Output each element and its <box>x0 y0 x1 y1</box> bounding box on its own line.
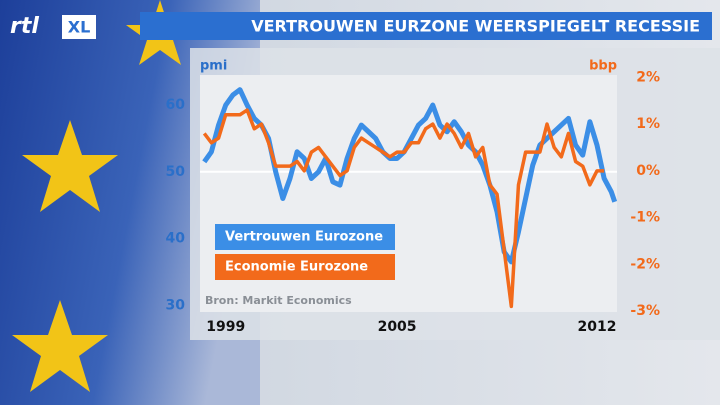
logo-badge <box>62 15 96 39</box>
y2-tick-label: -2% <box>630 256 660 272</box>
title-bar <box>140 12 712 40</box>
legend-label: Vertrouwen Eurozone <box>225 230 383 245</box>
y2-tick-label: -3% <box>630 303 660 319</box>
logo-badge-text: XL <box>68 18 91 37</box>
legend-box <box>215 224 395 250</box>
source: Bron: Markit Economics <box>205 294 352 307</box>
y2-tick-label: 0% <box>636 163 660 179</box>
y-tick-label: 60 <box>166 97 186 113</box>
x-tick-label: 2012 <box>578 319 617 335</box>
y-tick-label: 40 <box>166 231 186 247</box>
y-tick-label: 30 <box>166 297 186 313</box>
y-tick-label: 50 <box>166 164 186 180</box>
y2-tick-label: -1% <box>630 210 660 226</box>
y2-tick-label: 2% <box>636 69 660 85</box>
x-tick-label: 2005 <box>378 319 417 335</box>
logo: rtl <box>10 14 39 39</box>
x-tick-label: 1999 <box>206 319 245 335</box>
chart-title: VERTROUWEN EURZONE WEERSPIEGELT RECESSIE <box>251 17 700 36</box>
y2-tick-label: 1% <box>636 116 660 132</box>
series-line <box>202 108 605 309</box>
legend-label: Economie Eurozone <box>225 260 368 275</box>
y2-axis-label: bbp <box>589 59 617 74</box>
y-axis-label: pmi <box>200 59 227 74</box>
legend-box <box>215 254 395 280</box>
